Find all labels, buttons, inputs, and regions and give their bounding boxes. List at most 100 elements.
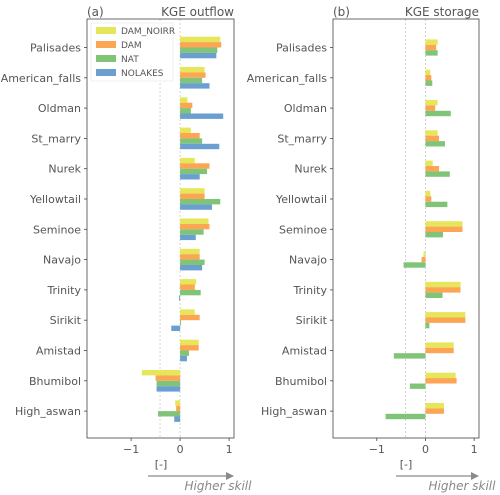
panel-b-bar-dam-high-aswan [425, 408, 444, 414]
panel-a-bar-dam-oldman [180, 102, 193, 109]
panel-b-category-label: American_falls [247, 72, 328, 85]
panel-b-bar-dam-noirr-nurek [425, 160, 433, 166]
panel-a-bar-nolakes-nurek [180, 174, 200, 180]
legend-swatch-nat [96, 55, 116, 62]
panel-a-bar-dam-noirr-trinity [180, 279, 197, 285]
panel-a-bar-dam-american-falls [180, 72, 206, 78]
panel-a-bar-nat-navajo [180, 259, 205, 265]
panel-a-category-label: Palisades [30, 42, 81, 55]
panel-b-bar-nat-navajo [403, 262, 426, 268]
panel-a-bar-dam-noirr-high-aswan [175, 400, 181, 406]
legend-swatch-nolakes [96, 69, 116, 76]
panel-a-bar-dam-palisades [180, 42, 222, 48]
panel-b-bar-nat-trinity [425, 292, 443, 298]
panel-a-bar-dam-seminoe [180, 223, 210, 230]
panel-a-bar-dam-noirr-st-marry [180, 127, 191, 133]
panel-b-bar-dam-noirr-sirikit [425, 312, 466, 318]
panel-a-bar-nolakes-amistad [180, 355, 187, 362]
panel-a-bar-nat-oldman [180, 108, 191, 114]
panel-a-bar-dam-bhumibol [155, 375, 181, 381]
panel-b-bar-nat-st-marry [425, 141, 445, 147]
panel-a-bar-dam-noirr-amistad [180, 339, 199, 346]
panel-a-category-labels: Palisades American_falls Oldman St_marry Nur… [1, 42, 87, 418]
panel-a-category-label: Yellowtail [29, 193, 81, 206]
panel-a-x-tick-label: 1 [226, 443, 233, 456]
panel-a-bar-nat-seminoe [180, 229, 204, 235]
panel-b-bar-nat-oldman [425, 110, 451, 117]
panel-b-category-label: Oldman [284, 102, 327, 115]
panel-a-bar-nolakes-oldman [180, 113, 224, 119]
panel-a-bar-nat-nurek [180, 168, 208, 175]
panel-a-x-tick-label: 0 [177, 443, 184, 456]
panel-a-bar-dam-high-aswan [176, 405, 181, 412]
legend-label-dam: DAM [121, 41, 142, 51]
panel-b-category-label: Trinity [292, 284, 327, 297]
panel-b-bar-dam-noirr-yellowtail [425, 190, 431, 197]
panel-a-bar-dam-noirr-nurek [180, 157, 195, 164]
panel-b-bar-nat-palisades [425, 50, 438, 56]
panel-a-bar-nolakes-palisades [180, 52, 217, 59]
panel-a-bar-dam-noirr-yellowtail [180, 188, 205, 194]
panel-b-bar-dam-seminoe [425, 226, 463, 232]
panel-b-bar-dam-bhumibol [425, 378, 457, 384]
panel-b-bar-nat-high-aswan [385, 413, 426, 420]
panel-b-bar-dam-trinity [425, 287, 461, 293]
panel-b-bar-dam-noirr-american-falls [425, 69, 431, 76]
panel-a-bar-nat-american-falls [180, 77, 203, 84]
panel-b-bar-dam-noirr-amistad [425, 342, 454, 348]
panel-b-bar-dam-palisades [425, 44, 437, 51]
panel-b-label: (b) [333, 5, 350, 19]
panel-a-bar-nat-high-aswan [158, 411, 181, 417]
panel-a-bar-nat-sirikit [180, 320, 182, 326]
panel-b-bars [385, 19, 466, 438]
panel-b-bar-dam-st-marry [425, 135, 440, 142]
panel-b-x-ticks: −1 0 1 [369, 438, 478, 456]
panel-a-bar-nolakes-high-aswan [174, 416, 181, 422]
panel-b-x-axis-label: [-] [400, 458, 413, 471]
panel-b-category-label: Nurek [294, 163, 327, 176]
panel-b-bar-dam-american-falls [425, 75, 432, 81]
legend-box [90, 22, 174, 82]
panel-a-bar-nat-bhumibol [156, 380, 181, 387]
panel-a-category-label: Sirikit [50, 314, 82, 327]
panel-a-bar-dam-amistad [180, 345, 199, 351]
panel-b-bar-nat-seminoe [425, 232, 443, 238]
panel-a-bar-dam-sirikit [180, 314, 200, 321]
panel-b-bar-dam-navajo [421, 256, 426, 263]
panel-b-bar-dam-amistad [425, 347, 454, 354]
panel-a-category-label: American_falls [1, 72, 82, 85]
panel-a-bar-nat-amistad [180, 350, 189, 356]
panel-b-bar-dam-noirr-st-marry [425, 130, 438, 136]
panel-a-bar-nolakes-seminoe [180, 234, 196, 241]
legend-label-nat: NAT [121, 55, 139, 65]
panel-b-category-label: Yellowtail [275, 193, 327, 206]
panel-a-bar-nolakes-sirikit [171, 325, 181, 331]
panel-b-bar-nat-american-falls [425, 80, 433, 86]
panel-a: Palisades American_falls Oldman St_marry Nur… [1, 5, 252, 493]
panel-a-x-tick-label: −1 [123, 443, 139, 456]
panel-b-bar-nat-nurek [425, 171, 450, 177]
panel-a-category-label: Oldman [38, 102, 81, 115]
panel-a-bar-nolakes-navajo [180, 265, 203, 271]
panel-a-bar-nolakes-trinity [179, 295, 181, 301]
panel-b-title: KGE storage [405, 5, 479, 19]
panel-a-x-axis-label: [-] [155, 458, 168, 471]
panel-a-bar-dam-navajo [180, 254, 200, 260]
panel-a-bar-dam-noirr-seminoe [180, 218, 209, 224]
legend-label-nolakes: NOLAKES [121, 69, 164, 79]
panel-b-bar-dam-noirr-bhumibol [425, 372, 456, 379]
panel-b-category-labels: Palisades American_falls Oldman St_marry Nur… [247, 42, 333, 418]
panel-b-category-label: Palisades [276, 42, 327, 55]
panel-a-bar-nolakes-american-falls [180, 83, 210, 89]
panel-b-frame [332, 18, 480, 439]
panel-a-bar-nolakes-st-marry [180, 143, 220, 150]
panel-a-category-label: High_aswan [15, 405, 81, 418]
panel-a-category-label: St_marry [31, 132, 81, 145]
panel-a-bar-nat-palisades [180, 47, 218, 53]
panel-b-x-tick-label: 0 [422, 443, 429, 456]
panel-a-category-label: Seminoe [33, 223, 81, 236]
panel-b-category-label: Bhumibol [275, 375, 327, 388]
legend-swatch-dam-noirr [96, 27, 116, 34]
panel-b-bar-dam-oldman [425, 105, 436, 111]
